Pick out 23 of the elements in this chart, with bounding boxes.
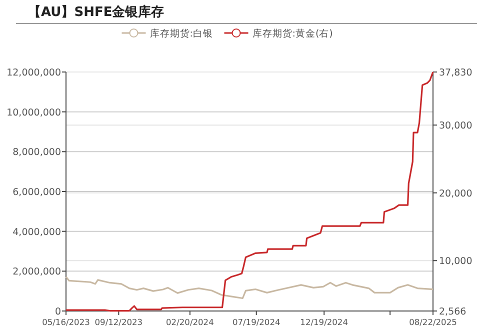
x-tick-label: 02/20/2024 xyxy=(166,317,214,327)
y-tick-label: 2,000,000 xyxy=(12,266,61,278)
legend-label: 库存期货:黄金(右) xyxy=(252,28,333,40)
line-series xyxy=(65,276,434,300)
x-tick-label: 08/22/2025 xyxy=(409,317,457,327)
y-tick-label: 0 xyxy=(54,306,61,318)
y2-tick-label: 20,000 xyxy=(439,188,472,200)
x-tick-label: 07/19/2024 xyxy=(232,317,280,327)
x-tick-label: 05/16/2023 xyxy=(42,317,90,327)
y2-tick-label: 10,000 xyxy=(439,256,472,268)
y2-tick-label: 30,000 xyxy=(439,120,472,132)
x-tick-label: 12/19/2024 xyxy=(300,317,348,327)
legend-label: 库存期货:白银 xyxy=(150,28,213,40)
y2-tick-label: 37,830 xyxy=(439,68,472,78)
y-tick-label: 6,000,000 xyxy=(12,187,61,198)
y-tick-label: 10,000,000 xyxy=(6,107,61,118)
line-series xyxy=(65,71,434,312)
x-tick-label: 09/12/2023 xyxy=(94,317,143,327)
y2-tick-label: 2,566 xyxy=(439,306,466,318)
y-tick-label: 12,000,000 xyxy=(6,68,61,78)
chart-title: 【AU】SHFE金银库存 xyxy=(28,4,164,20)
y-tick-label: 8,000,000 xyxy=(12,147,61,158)
y-tick-label: 4,000,000 xyxy=(12,226,61,238)
